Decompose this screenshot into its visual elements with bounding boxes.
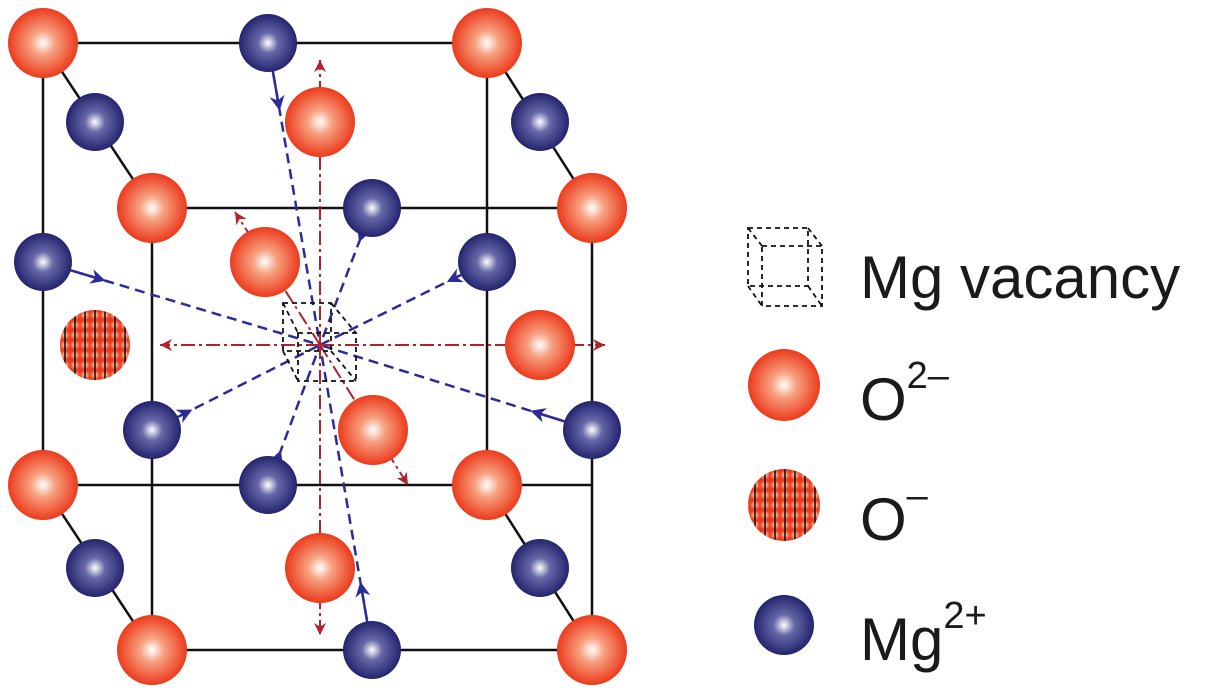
legend: Mg vacancy O2– O– Mg2+ xyxy=(747,227,1180,673)
vacancy-cube xyxy=(282,302,357,382)
mg-arrow xyxy=(355,581,371,626)
o2-atom xyxy=(557,615,627,685)
legend-o2-icon xyxy=(748,349,820,421)
legend-label: O xyxy=(860,486,907,553)
legend-label: O– xyxy=(860,475,929,553)
o2-atom xyxy=(230,227,300,297)
legend-label: O2– xyxy=(860,355,950,433)
o2-atom xyxy=(452,450,522,520)
o2-atom xyxy=(117,615,187,685)
legend-o1-icon xyxy=(748,469,820,541)
legend-vacancy-icon xyxy=(747,227,823,307)
mg-atom xyxy=(66,539,124,597)
mg-atom xyxy=(66,93,124,151)
mg-atom xyxy=(14,233,72,291)
mg-atom xyxy=(458,233,516,291)
o1-atom xyxy=(60,310,130,380)
o2-atom xyxy=(285,533,355,603)
legend-superscript: 2– xyxy=(907,355,950,397)
legend-superscript: 2+ xyxy=(943,595,986,637)
o2-atom xyxy=(452,8,522,78)
mg-atom xyxy=(239,14,297,72)
legend-label: O xyxy=(860,366,907,433)
mg-atom xyxy=(239,456,297,514)
mg-atom xyxy=(563,401,621,459)
mg-atom xyxy=(343,179,401,237)
o2-atom xyxy=(8,450,78,520)
o2-atom xyxy=(8,8,78,78)
o2-atom xyxy=(557,173,627,243)
o2-atom xyxy=(285,87,355,157)
mg-atom xyxy=(123,401,181,459)
legend-label: Mg vacancy xyxy=(860,244,1180,311)
legend-label: Mg2+ xyxy=(860,595,987,673)
o2-atom xyxy=(338,395,408,465)
legend-mg-icon xyxy=(754,595,814,655)
legend-superscript: – xyxy=(907,475,929,517)
o2-atom xyxy=(505,310,575,380)
mg-arrow xyxy=(269,66,285,111)
mg-atom xyxy=(511,93,569,151)
o2-atom xyxy=(117,173,187,243)
mg-atom xyxy=(343,621,401,679)
mg-atom xyxy=(511,539,569,597)
legend-label: Mg xyxy=(860,606,943,673)
atoms xyxy=(8,8,627,685)
